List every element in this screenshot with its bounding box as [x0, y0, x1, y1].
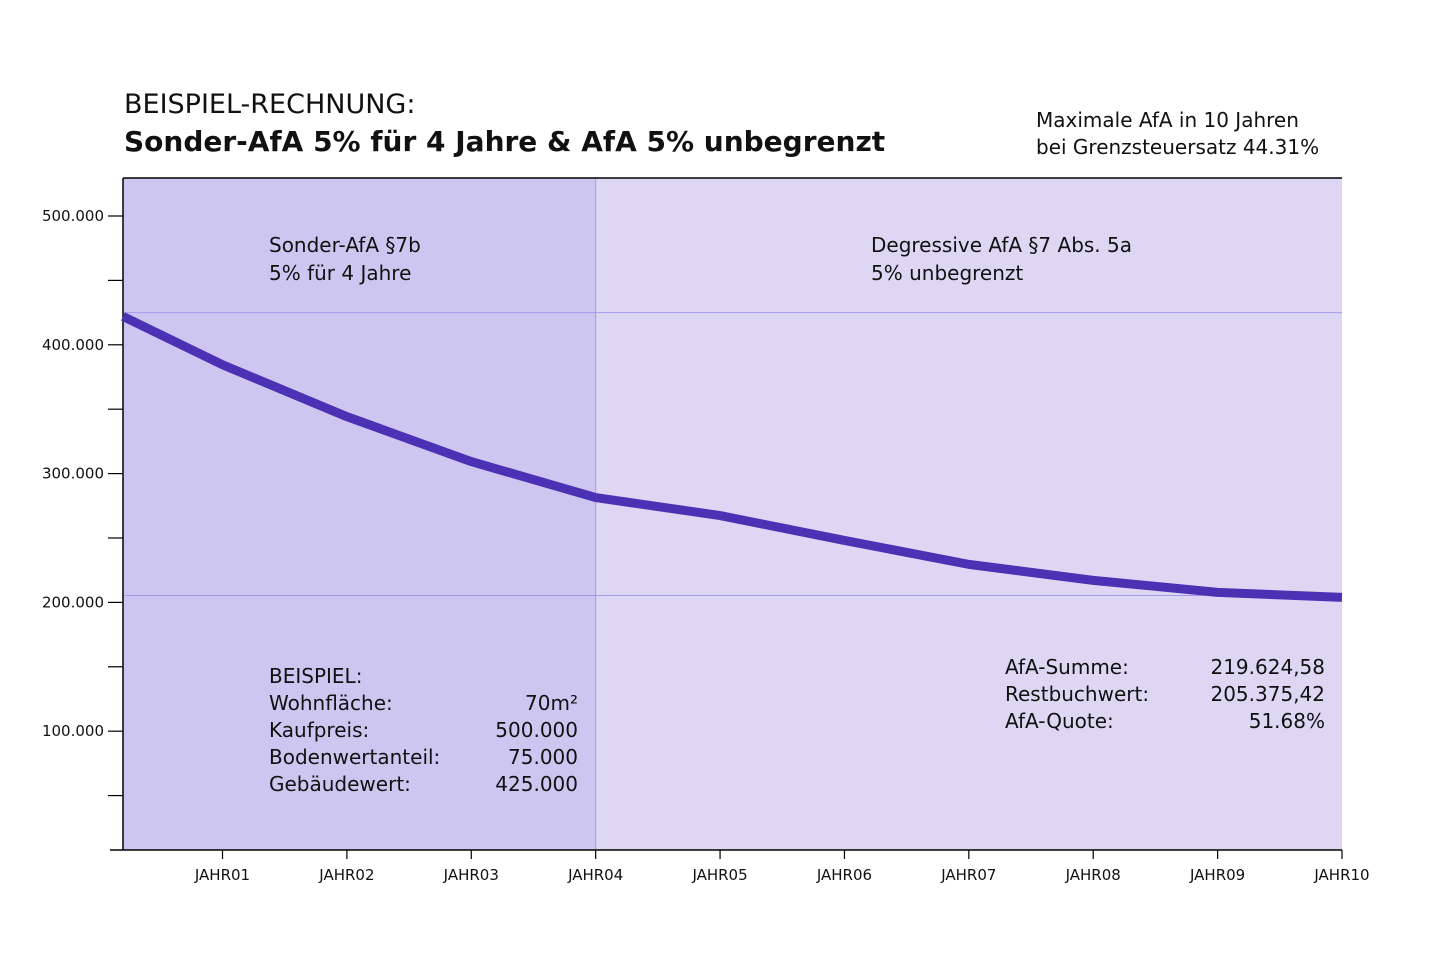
- x-tick-label: JAHR06: [816, 866, 872, 884]
- region: [123, 178, 596, 850]
- y-tick-label: 500.000: [42, 207, 104, 225]
- summary-label: Restbuchwert:: [1005, 682, 1149, 706]
- summary-value: 51.68%: [1249, 709, 1325, 733]
- x-tick-label: JAHR09: [1189, 866, 1245, 884]
- y-tick-label: 400.000: [42, 336, 104, 354]
- chart-title: BEISPIEL-RECHNUNG:: [124, 89, 415, 120]
- example-label: Wohnfläche:: [269, 691, 393, 715]
- example-value: 70m²: [525, 691, 578, 715]
- example-value: 425.000: [495, 772, 578, 796]
- x-tick-label: JAHR07: [940, 866, 996, 884]
- note: Maximale AfA in 10 Jahren: [1036, 108, 1299, 132]
- region-label: Sonder-AfA §7b: [269, 233, 421, 257]
- example-value: 75.000: [508, 745, 578, 769]
- note: bei Grenzsteuersatz 44.31%: [1036, 135, 1319, 159]
- region-label: Degressive AfA §7 Abs. 5a: [871, 233, 1132, 257]
- example-label: Gebäudewert:: [269, 772, 411, 796]
- example-label: Kaufpreis:: [269, 718, 369, 742]
- x-tick-label: JAHR04: [567, 866, 623, 884]
- chart-subtitle: Sonder-AfA 5% für 4 Jahre & AfA 5% unbeg…: [124, 125, 885, 158]
- x-tick-label: JAHR08: [1065, 866, 1121, 884]
- y-tick-label: 300.000: [42, 465, 104, 483]
- example-value: 500.000: [495, 718, 578, 742]
- example-label: Bodenwertanteil:: [269, 745, 440, 769]
- x-tick-label: JAHR05: [691, 866, 747, 884]
- data-line: [121, 312, 1343, 602]
- x-tick-label: JAHR10: [1313, 866, 1369, 884]
- example-title: BEISPIEL:: [269, 664, 362, 688]
- summary-label: AfA-Quote:: [1005, 709, 1114, 733]
- x-tick-label: JAHR03: [443, 866, 499, 884]
- region-label: 5% unbegrenzt: [871, 261, 1023, 285]
- summary-value: 205.375,42: [1210, 682, 1325, 706]
- y-tick-label: 200.000: [42, 593, 104, 611]
- region-label: 5% für 4 Jahre: [269, 261, 411, 285]
- y-tick-label: 100.000: [42, 722, 104, 740]
- summary-label: AfA-Summe:: [1005, 655, 1129, 679]
- x-tick-label: JAHR02: [318, 866, 374, 884]
- x-tick-label: JAHR01: [194, 866, 250, 884]
- summary-value: 219.624,58: [1210, 655, 1325, 679]
